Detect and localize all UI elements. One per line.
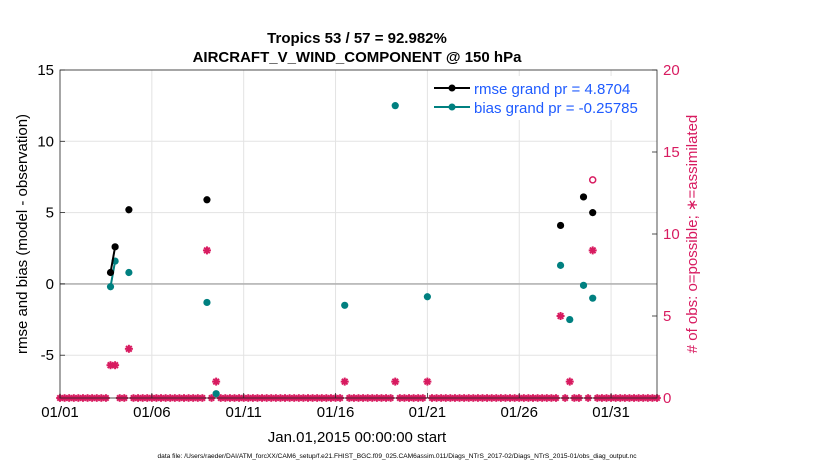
chart-title: Tropics 53 / 57 = 92.982% [267, 30, 447, 47]
x-tick-label: 01/21 [409, 404, 447, 421]
y-axis-label-right: # of obs: o=possible; ∗=assimilated [684, 115, 701, 354]
x-tick-label: 01/06 [133, 404, 171, 421]
obs-assimilated-marker [340, 377, 349, 386]
y-tick-label-left: 15 [37, 62, 54, 79]
rmse-point [556, 221, 565, 230]
obs-assimilated-marker [124, 344, 133, 353]
obs-possible-marker [588, 176, 597, 184]
obs-assimilated-marker [565, 377, 574, 386]
rmse-point [579, 193, 588, 201]
bias-point [212, 390, 220, 398]
legend-bias-marker [448, 103, 456, 111]
bias-point [589, 294, 597, 302]
bias-point [391, 102, 399, 110]
x-tick-label: 01/26 [500, 404, 538, 421]
x-tick-label: 01/01 [41, 404, 79, 421]
x-tick-label: 01/16 [317, 404, 355, 421]
y-tick-label-left: 5 [46, 205, 54, 222]
y-tick-label-left: 0 [46, 276, 54, 293]
rmse-point [203, 196, 211, 204]
rmse-point [589, 209, 597, 217]
obs-assimilated-marker [588, 246, 597, 255]
y-tick-label-right: 10 [663, 226, 680, 243]
legend-rmse-marker [448, 84, 456, 92]
bias-point [203, 298, 211, 307]
bias-point [579, 281, 588, 289]
bias-point [566, 315, 574, 324]
y-tick-label-right: 5 [663, 308, 671, 325]
footer-data-file: data file: /Users/raeder/DAI/ATM_forcXX/… [157, 453, 637, 460]
obs-assimilated-marker [202, 246, 211, 255]
legend-rmse-label: rmse grand pr = 4.8704 [474, 81, 630, 98]
bias-point [341, 301, 349, 309]
rmse-point [106, 268, 115, 277]
bias-point [125, 268, 133, 277]
y-tick-label-right: 15 [663, 144, 680, 161]
bias-point [106, 283, 115, 291]
rmse-point [125, 206, 133, 214]
legend-bias-label: bias grand pr = -0.25785 [474, 100, 638, 117]
x-axis-label: Jan.01,2015 00:00:00 start [268, 429, 447, 446]
legend-box [429, 76, 654, 120]
y-tick-label-left: 10 [37, 133, 54, 150]
bias-point [423, 293, 431, 301]
x-tick-label: 01/11 [225, 404, 261, 421]
legend: rmse grand pr = 4.8704 bias grand pr = -… [429, 76, 654, 120]
y-tick-label-right: 0 [663, 390, 671, 407]
y-tick-label-left: -5 [41, 347, 54, 364]
y-tick-label-right: 20 [663, 62, 680, 79]
y-axis-label-left: rmse and bias (model - observation) [14, 114, 31, 354]
obs-assimilated-marker [111, 361, 120, 370]
obs-assimilated-marker [556, 312, 565, 320]
obs-assimilated-marker [423, 377, 432, 386]
rmse-line-segment [109, 246, 117, 273]
chart-subtitle: AIRCRAFT_V_WIND_COMPONENT @ 150 hPa [193, 49, 523, 66]
rmse-point [111, 243, 119, 251]
x-tick-label: 01/31 [592, 404, 630, 421]
obs-assimilated-marker [212, 377, 221, 386]
obs-assimilated-marker [391, 377, 400, 386]
bias-point [556, 261, 565, 269]
